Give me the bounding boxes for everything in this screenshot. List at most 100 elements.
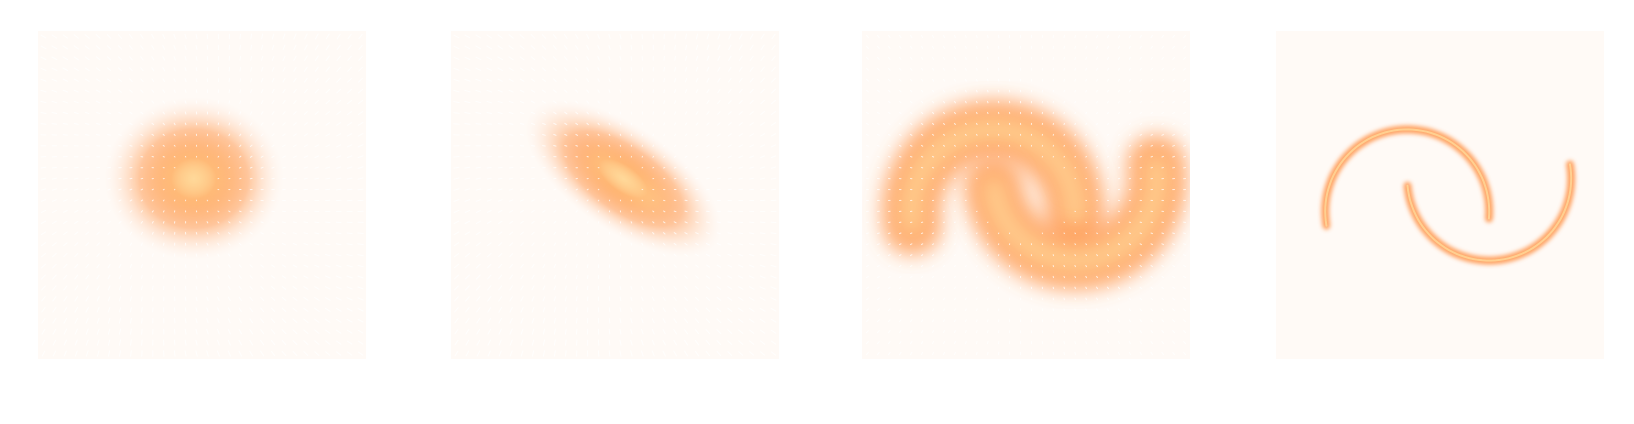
vector-arrow bbox=[899, 144, 902, 147]
vector-arrow bbox=[1172, 155, 1175, 158]
density-core bbox=[586, 150, 667, 212]
vector-arrow bbox=[899, 89, 902, 93]
vector-arrow bbox=[575, 34, 579, 39]
vector-arrow bbox=[195, 296, 198, 302]
vector-arrow bbox=[1150, 34, 1153, 39]
vector-arrow bbox=[509, 199, 514, 202]
vector-arrow bbox=[673, 253, 677, 257]
vector-arrow bbox=[62, 166, 68, 169]
vector-arrow bbox=[282, 44, 286, 51]
vector-arrow bbox=[357, 308, 364, 312]
vector-arrow bbox=[520, 274, 524, 280]
vector-arrow bbox=[1063, 286, 1065, 290]
vector-arrow bbox=[238, 253, 242, 257]
vector-arrow bbox=[497, 89, 503, 93]
vector-arrow bbox=[1139, 351, 1142, 356]
vector-arrow bbox=[62, 78, 69, 82]
vector-arrow bbox=[877, 89, 880, 93]
vector-arrow bbox=[727, 122, 732, 126]
vector-arrow bbox=[739, 33, 743, 40]
vector-arrow bbox=[770, 297, 777, 301]
vector-arrow bbox=[1150, 155, 1153, 158]
vector-arrow bbox=[497, 134, 503, 136]
vector-arrow bbox=[1172, 254, 1175, 257]
vector-arrow bbox=[877, 275, 880, 279]
vector-arrow bbox=[1107, 155, 1109, 158]
vector-arrow bbox=[140, 78, 144, 82]
vector-arrow bbox=[107, 220, 111, 224]
vector-arrow bbox=[140, 199, 144, 202]
vector-arrow bbox=[542, 100, 546, 104]
vector-arrow bbox=[728, 33, 732, 40]
vector-arrow bbox=[118, 231, 122, 235]
vector-arrow bbox=[749, 111, 754, 115]
vector-arrow bbox=[129, 111, 133, 115]
vector-arrow bbox=[271, 55, 275, 61]
vector-arrow bbox=[652, 166, 655, 169]
vector-arrow bbox=[475, 220, 481, 224]
vector-arrow bbox=[877, 144, 880, 147]
vector-arrow bbox=[40, 34, 47, 39]
vector-arrow bbox=[965, 34, 967, 39]
vector-arrow bbox=[1128, 56, 1131, 60]
vector-arrow bbox=[1107, 232, 1109, 235]
vector-arrow bbox=[74, 285, 79, 291]
vector-arrow bbox=[866, 34, 869, 39]
vector-arrow bbox=[498, 296, 503, 302]
vector-arrow bbox=[877, 67, 880, 71]
vector-arrow bbox=[608, 318, 611, 324]
vector-arrow bbox=[1183, 254, 1186, 257]
vector-arrow bbox=[717, 66, 721, 72]
vector-arrow bbox=[674, 89, 677, 94]
vector-arrow bbox=[727, 221, 733, 224]
vector-arrow bbox=[899, 254, 902, 257]
vector-arrow bbox=[465, 350, 470, 357]
vector-arrow bbox=[107, 111, 112, 115]
vector-arrow bbox=[954, 308, 956, 312]
vector-arrow bbox=[475, 67, 482, 71]
vector-arrow bbox=[303, 155, 308, 158]
vector-arrow bbox=[130, 328, 132, 335]
vector-arrow bbox=[498, 328, 502, 335]
vector-arrow bbox=[586, 100, 589, 104]
vector-arrow bbox=[346, 254, 353, 257]
vector-arrow bbox=[575, 188, 578, 191]
vector-arrow bbox=[282, 177, 286, 180]
vector-arrow bbox=[261, 44, 264, 51]
vector-arrow bbox=[1107, 243, 1109, 246]
vector-arrow bbox=[454, 274, 459, 280]
vector-arrow bbox=[282, 155, 286, 158]
vector-arrow bbox=[497, 78, 503, 82]
vector-arrow bbox=[51, 78, 58, 82]
vector-arrow bbox=[910, 243, 913, 246]
vector-arrow bbox=[652, 221, 655, 224]
vector-arrow bbox=[260, 242, 264, 246]
vector-arrow bbox=[987, 243, 989, 246]
vector-arrow bbox=[943, 308, 945, 312]
vector-arrow bbox=[943, 254, 945, 257]
vector-arrow bbox=[943, 243, 945, 246]
vector-arrow bbox=[954, 100, 956, 104]
vector-arrow bbox=[228, 210, 231, 213]
vector-arrow bbox=[292, 307, 298, 312]
vector-arrow bbox=[553, 199, 557, 202]
vector-arrow bbox=[96, 317, 100, 324]
vector-arrow bbox=[1117, 56, 1120, 60]
vector-arrow bbox=[346, 275, 353, 279]
vector-arrow bbox=[738, 286, 744, 290]
vector-arrow bbox=[73, 67, 79, 71]
vector-arrow bbox=[987, 308, 989, 312]
vector-arrow bbox=[1107, 122, 1109, 125]
vector-arrow bbox=[325, 177, 331, 180]
vector-arrow bbox=[293, 33, 297, 40]
vector-arrow bbox=[129, 199, 133, 202]
vector-arrow bbox=[641, 318, 644, 324]
vector-arrow bbox=[932, 111, 935, 115]
vector-arrow bbox=[1063, 155, 1065, 158]
vector-arrow bbox=[564, 78, 568, 82]
vector-arrow bbox=[619, 307, 622, 313]
vector-arrow bbox=[476, 350, 481, 357]
vector-arrow bbox=[575, 67, 579, 72]
vector-arrow bbox=[1085, 286, 1087, 290]
vector-arrow bbox=[542, 350, 545, 357]
